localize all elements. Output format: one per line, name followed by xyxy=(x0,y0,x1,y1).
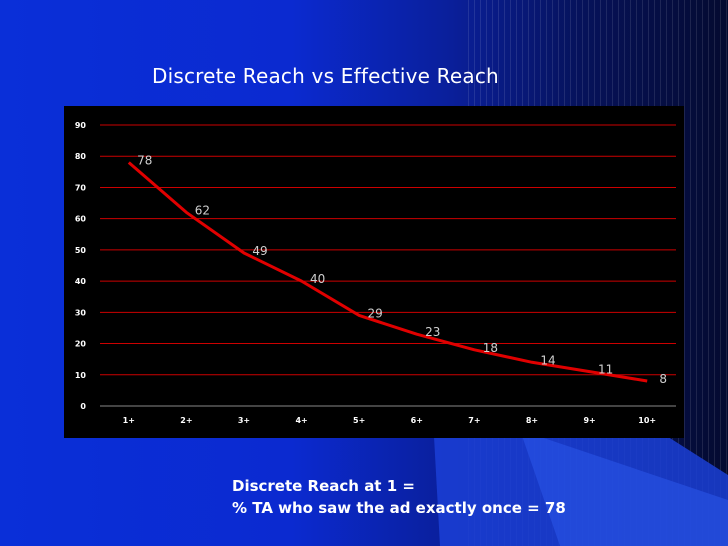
data-label: 49 xyxy=(252,244,267,258)
x-tick-label: 8+ xyxy=(526,416,538,425)
y-tick-label: 90 xyxy=(75,121,87,130)
x-tick-label: 6+ xyxy=(411,416,423,425)
x-tick-label: 9+ xyxy=(583,416,595,425)
data-label: 11 xyxy=(598,363,613,377)
data-label: 8 xyxy=(659,372,667,386)
caption-line-1: Discrete Reach at 1 = xyxy=(232,477,415,495)
data-label: 78 xyxy=(137,153,152,167)
y-tick-label: 50 xyxy=(75,246,87,255)
caption: Discrete Reach at 1 = % TA who saw the a… xyxy=(232,475,566,519)
x-tick-label: 7+ xyxy=(468,416,480,425)
reach-line-chart: 0 10 20 30 40 50 60 70 80 90 1+ 2+ 3+ 4+ 5+ 6+ 7+ 8+ 9+ 10+… xyxy=(75,121,676,425)
data-label: 40 xyxy=(310,272,325,286)
y-tick-label: 40 xyxy=(75,277,87,286)
slide-title: Discrete Reach vs Effective Reach xyxy=(152,64,499,88)
x-tick-label: 1+ xyxy=(123,416,135,425)
y-tick-label: 60 xyxy=(75,215,87,224)
y-tick-label: 0 xyxy=(80,402,86,411)
y-tick-label: 20 xyxy=(75,340,87,349)
x-tick-label: 2+ xyxy=(180,416,192,425)
y-tick-label: 30 xyxy=(75,308,87,317)
data-label: 23 xyxy=(425,325,440,339)
data-label: 29 xyxy=(368,306,383,320)
x-tick-label: 10+ xyxy=(638,416,656,425)
y-tick-label: 70 xyxy=(75,183,87,192)
data-label: 62 xyxy=(195,203,210,217)
y-tick-label: 80 xyxy=(75,152,87,161)
caption-line-2: % TA who saw the ad exactly once = 78 xyxy=(232,499,566,517)
x-tick-label: 4+ xyxy=(295,416,307,425)
data-label: 18 xyxy=(483,341,498,355)
chart-panel: 0 10 20 30 40 50 60 70 80 90 1+ 2+ 3+ 4+ 5+ 6+ 7+ 8+ 9+ 10+… xyxy=(64,106,684,438)
x-tick-label: 5+ xyxy=(353,416,365,425)
y-tick-label: 10 xyxy=(75,371,87,380)
series-line xyxy=(127,161,648,383)
x-tick-label: 3+ xyxy=(238,416,250,425)
data-label: 14 xyxy=(540,353,555,367)
